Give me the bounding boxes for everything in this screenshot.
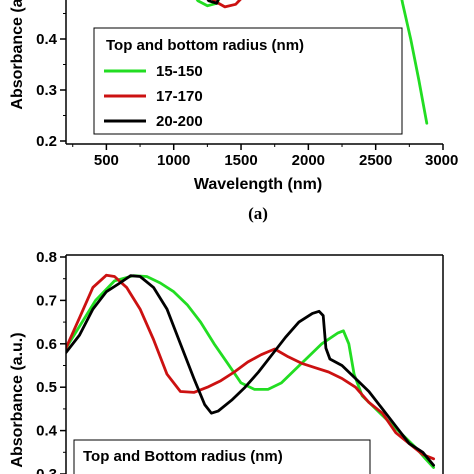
y-axis-label-b: Absorbance (a.u.) [9, 332, 26, 467]
y-axis-label-a: Absorbance (a.u.) [9, 0, 26, 110]
x-axis-label-a: Wavelength (nm) [194, 176, 322, 193]
series-line-a-17-170 [211, 0, 242, 9]
legend-box-b [73, 439, 371, 474]
x-tick-label-a: 2500 [359, 152, 392, 169]
x-tick-label-a: 3000 [425, 152, 458, 169]
panel-label-a: (a) [248, 204, 268, 223]
x-tick-label-a: 1500 [224, 152, 257, 169]
legend-box-a [93, 27, 403, 135]
legend-title-b: Top and Bottom radius (nm) [83, 448, 283, 465]
legend-a: Top and bottom radius (nm) 15-150 17-170… [93, 27, 403, 135]
series-line-a-20-200 [206, 0, 220, 5]
x-tick-label-a: 1000 [157, 152, 190, 169]
series-line-b-20-200 [66, 274, 435, 467]
y-tick-label-b: 0.4 [36, 423, 58, 440]
series-line-b-15-150 [66, 274, 435, 469]
legend-b: Top and Bottom radius (nm) [73, 439, 371, 474]
y-tick-label-a: 0.2 [36, 133, 57, 150]
y-ticks-b: 0.3 0.4 0.5 0.6 0.7 0.8 [36, 249, 66, 474]
series-line-b-17-170 [66, 273, 435, 461]
y-tick-label-b: 0.8 [36, 249, 57, 266]
y-ticks-a: 0.2 0.3 0.4 [36, 13, 66, 150]
series-line-a-15-150 [195, 0, 429, 125]
y-tick-label-a: 0.3 [36, 82, 57, 99]
x-ticks-a: 500 1000 1500 2000 2500 3000 [72, 144, 458, 169]
chart-panel-a: 500 1000 1500 2000 2500 3000 0.2 0.3 0.4 Absorb… [9, 0, 458, 223]
x-tick-label-a: 2000 [292, 152, 325, 169]
legend-entry-20-200: 20-200 [156, 113, 203, 130]
y-tick-label-b: 0.7 [36, 292, 57, 309]
y-tick-label-b: 0.5 [36, 379, 57, 396]
y-tick-label-b: 0.3 [36, 466, 57, 474]
y-tick-label-b: 0.6 [36, 336, 57, 353]
plot-area-a [195, 0, 429, 125]
legend-entry-17-170: 17-170 [156, 88, 203, 105]
y-tick-label-a: 0.4 [36, 31, 58, 48]
x-tick-label-a: 500 [94, 152, 119, 169]
plot-area-b [66, 273, 435, 469]
legend-entry-15-150: 15-150 [156, 63, 203, 80]
legend-title-a: Top and bottom radius (nm) [106, 37, 304, 54]
chart-panel-b: 0.3 0.4 0.5 0.6 0.7 0.8 Absorbance (a.u.) Top… [9, 249, 444, 474]
